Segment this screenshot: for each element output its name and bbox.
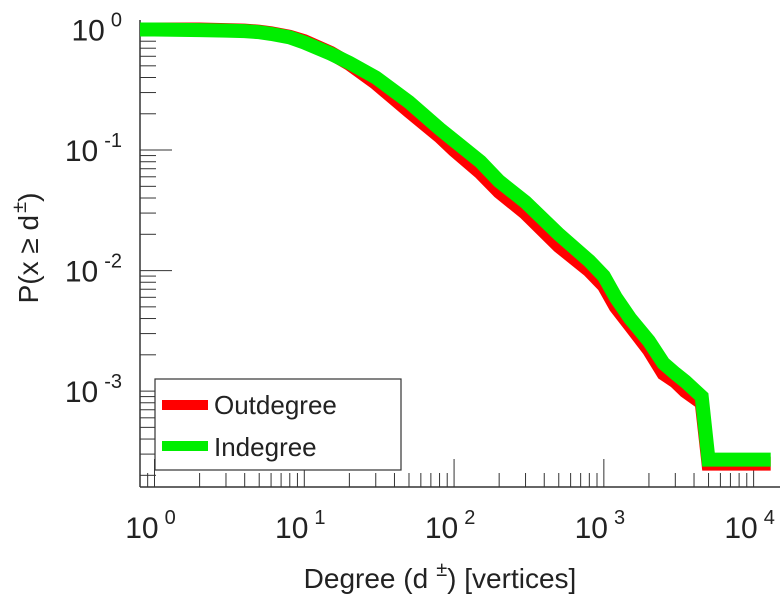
x-tick-exponent: 1 [314,507,325,529]
y-tick-exponent: 0 [111,10,122,32]
y-tick-exponent: -3 [104,371,122,393]
series-line-indegree [140,22,771,467]
x-axis-label-main: Degree (d [304,563,429,594]
legend-label-indegree: Indegree [214,432,317,462]
y-axis-label-main: P(x ≥ d [13,215,44,304]
x-tick-label: 10 3 [575,507,626,545]
y-tick-exponent: -1 [104,130,122,152]
x-tick-label: 10 4 [724,507,775,545]
x-tick-label: 10 1 [275,507,326,545]
y-tick-base: 10 [65,135,98,168]
y-axis-label-suffix: ) [13,193,44,202]
legend: Outdegree Indegree [154,378,402,471]
y-tick-base: 10 [65,256,98,289]
x-tick-label: 10 2 [425,507,476,545]
tick-labels: 10 0 10 1 10 2 10 3 10 4 10 0 10 -1 10 -2 10 -3 [65,10,775,545]
y-tick-base: 10 [72,15,105,48]
x-tick-exponent: 2 [464,507,475,529]
x-tick-exponent: 0 [165,507,176,529]
x-axis-label-suffix: ) [vertices] [447,563,576,594]
y-tick-label: 10 -2 [65,251,122,289]
y-axis-label-superscript: ± [9,202,31,213]
x-tick-base: 10 [275,512,308,545]
axes [139,20,780,488]
y-tick-label: 10 -3 [65,371,122,409]
legend-box [154,378,402,471]
x-axis-label: Degree (d ±) [vertices] [304,559,577,594]
y-axis-label: P(x ≥ d ±) [9,193,44,304]
series-layer [140,22,771,471]
y-tick-base: 10 [65,376,98,409]
y-tick-label: 10 -1 [65,130,122,168]
x-tick-label: 10 0 [125,507,176,545]
x-tick-base: 10 [724,512,757,545]
x-tick-base: 10 [125,512,158,545]
y-tick-label: 10 0 [72,10,123,48]
y-tick-exponent: -2 [104,251,122,273]
x-tick-exponent: 3 [614,507,625,529]
x-tick-exponent: 4 [764,507,775,529]
legend-label-outdegree: Outdegree [214,390,337,420]
x-axis-label-superscript: ± [436,559,447,581]
x-tick-base: 10 [575,512,608,545]
x-tick-base: 10 [425,512,458,545]
